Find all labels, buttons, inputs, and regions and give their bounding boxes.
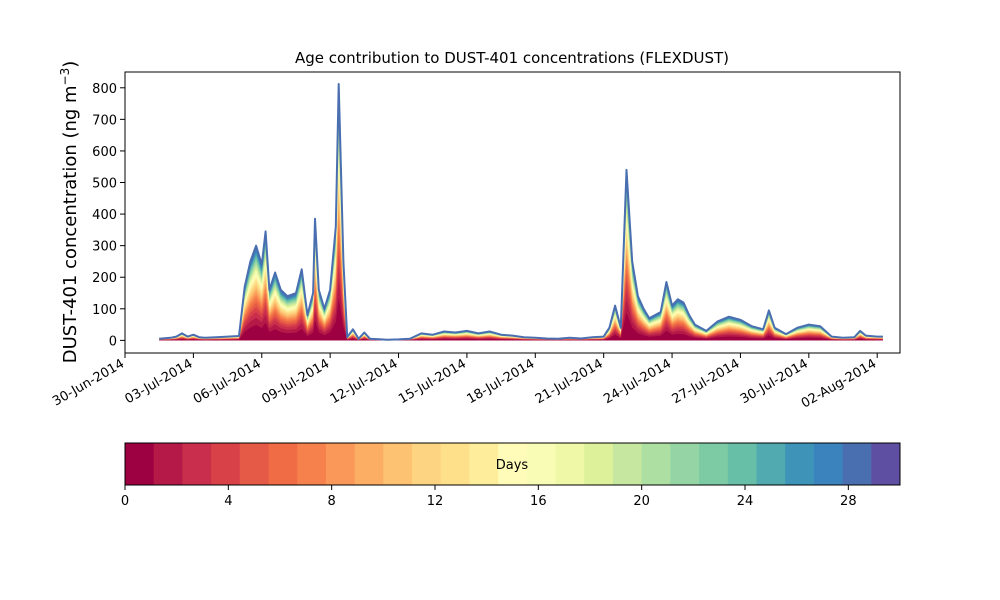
x-tick-label: 15-Jul-2014 (396, 356, 469, 407)
colorbar-tick-label: 4 (224, 494, 232, 509)
y-axis-label-main: DUST-401 concentration (ng m (60, 85, 81, 363)
colorbar-swatch (211, 443, 241, 485)
chart-title: Age contribution to DUST-401 concentrati… (295, 49, 729, 67)
plot-frame (124, 71, 901, 354)
colorbar-tick-label: 28 (840, 494, 857, 509)
y-tick-label: 0 (109, 334, 117, 349)
colorbar-swatch (297, 443, 327, 485)
days-colorbar (125, 443, 901, 485)
y-axis: 0 100 200 300 400 500 600 700 800 (92, 82, 125, 349)
x-tick-label: 18-Jul-2014 (464, 356, 537, 407)
colorbar-swatch (440, 443, 470, 485)
x-tick-label: 06-Jul-2014 (191, 356, 264, 407)
total-concentration-line (159, 83, 883, 341)
colorbar-swatch (842, 443, 872, 485)
colorbar-swatch (268, 443, 298, 485)
colorbar-swatch (383, 443, 413, 485)
colorbar-swatch (498, 443, 528, 485)
age-band-areas (159, 84, 883, 341)
colorbar-swatch (153, 443, 183, 485)
colorbar-tick-label: 20 (633, 494, 650, 509)
colorbar-swatch (182, 443, 212, 485)
colorbar-tick-label: 8 (328, 494, 336, 509)
colorbar-swatch (727, 443, 757, 485)
y-axis-label: DUST-401 concentration (ng m−3) (58, 61, 81, 364)
x-tick-label: 12-Jul-2014 (328, 356, 401, 407)
colorbar-swatch (325, 443, 356, 485)
colorbar-swatch (412, 443, 442, 485)
colorbar-tick-label: 16 (530, 494, 547, 509)
y-tick-label: 200 (92, 271, 117, 286)
x-tick-label: 30-Jun-2014 (50, 356, 127, 409)
colorbar-label: Days (496, 458, 529, 473)
x-tick-label: 27-Jul-2014 (670, 356, 743, 407)
x-tick-label: 02-Aug-2014 (799, 356, 879, 411)
colorbar-swatch (756, 443, 786, 485)
y-tick-label: 500 (92, 177, 117, 192)
colorbar-tick-label: 24 (737, 494, 754, 509)
colorbar-tick-label: 12 (427, 494, 444, 509)
age-band-area-0 (159, 298, 883, 341)
colorbar-swatch (641, 443, 671, 485)
colorbar-swatch (239, 443, 270, 485)
y-axis-label-close: ) (60, 61, 81, 68)
colorbar-swatch (670, 443, 700, 485)
x-axis: 30-Jun-201403-Jul-201406-Jul-201409-Jul-… (50, 353, 879, 412)
y-tick-label: 700 (92, 113, 117, 128)
colorbar-tick-label: 0 (121, 494, 129, 509)
x-tick-label: 03-Jul-2014 (123, 356, 196, 407)
colorbar-swatch (125, 443, 155, 485)
colorbar-swatch (469, 443, 499, 485)
colorbar-swatch (584, 443, 614, 485)
colorbar-swatch (813, 443, 844, 485)
colorbar-swatch (612, 443, 643, 485)
colorbar-swatch (871, 443, 901, 485)
colorbar-frame (124, 442, 901, 486)
y-tick-label: 400 (92, 208, 117, 223)
y-tick-label: 100 (92, 303, 117, 318)
colorbar-swatch (785, 443, 815, 485)
colorbar-swatch (354, 443, 384, 485)
colorbar-swatch (555, 443, 585, 485)
x-tick-label: 09-Jul-2014 (259, 356, 332, 407)
colorbar-swatch (526, 443, 557, 485)
x-tick-label: 24-Jul-2014 (601, 356, 674, 407)
colorbar-axis: 0 4 8 12 16 20 24 28 (121, 485, 857, 509)
y-tick-label: 600 (92, 145, 117, 160)
y-tick-label: 300 (92, 240, 117, 255)
x-tick-label: 21-Jul-2014 (533, 356, 606, 407)
y-tick-label: 800 (92, 82, 117, 97)
colorbar-swatch (699, 443, 729, 485)
y-axis-label-exponent: −3 (58, 68, 72, 86)
